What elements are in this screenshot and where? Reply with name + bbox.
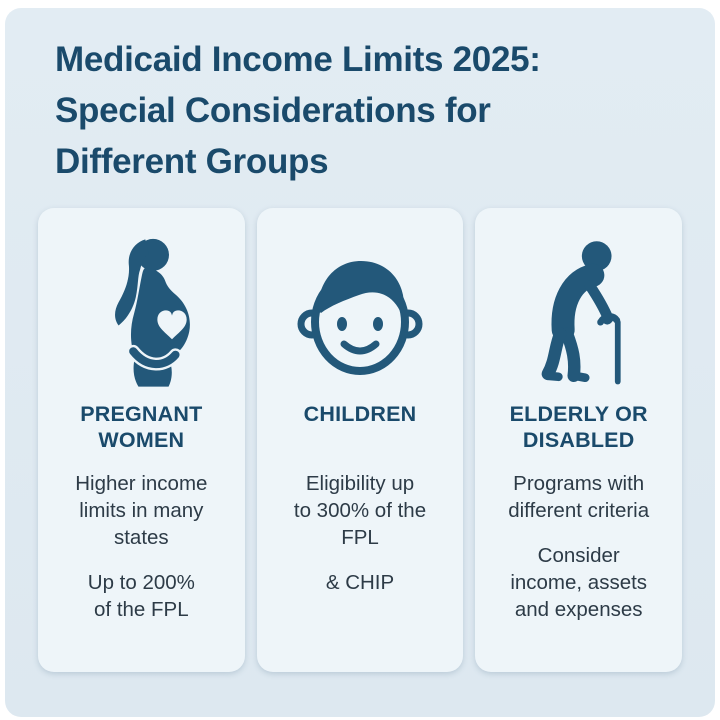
card-pregnant-women: PREGNANT WOMEN Higher income limits in m…	[38, 208, 245, 672]
page-title-line-2: Special Considerations for	[55, 91, 491, 131]
card-heading-children: CHILDREN	[303, 402, 417, 426]
card-elderly-disabled: ELDERLY OR DISABLED Programs with differ…	[475, 208, 683, 672]
card-text: Programs with different criteria	[508, 472, 650, 523]
card-body-elderly-disabled: Programs with different criteria Conside…	[475, 466, 682, 641]
page-title: Medicaid Income Limits 2025: Special Con…	[55, 34, 715, 187]
infographic-panel: Medicaid Income Limits 2025: Special Con…	[5, 8, 715, 717]
card-text: Up to 200% of the FPL	[87, 571, 195, 622]
pregnant-woman-icon	[85, 208, 197, 394]
cards-row: PREGNANT WOMEN Higher income limits in m…	[38, 208, 683, 672]
card-text: Higher income limits in many states	[75, 472, 208, 550]
card-body-children: Eligibility up to 300% of the FPL & CHIP	[257, 466, 464, 614]
card-text: & CHIP	[325, 571, 395, 595]
card-heading-elderly-disabled: ELDERLY OR DISABLED	[509, 402, 648, 452]
card-body-pregnant-women: Higher income limits in many states Up t…	[38, 466, 245, 641]
page-title-line-1: Medicaid Income Limits 2025:	[55, 40, 541, 79]
card-children: CHILDREN Eligibility up to 300% of the F…	[256, 208, 464, 672]
child-face-icon	[285, 208, 435, 394]
card-text: Eligibility up to 300% of the FPL	[293, 472, 427, 550]
page-title-line-3: Different Groups	[55, 142, 329, 182]
card-text: Consider income, assets and expenses	[510, 544, 648, 622]
card-heading-pregnant-women: PREGNANT WOMEN	[80, 402, 203, 452]
elderly-person-with-cane-icon	[521, 208, 636, 394]
